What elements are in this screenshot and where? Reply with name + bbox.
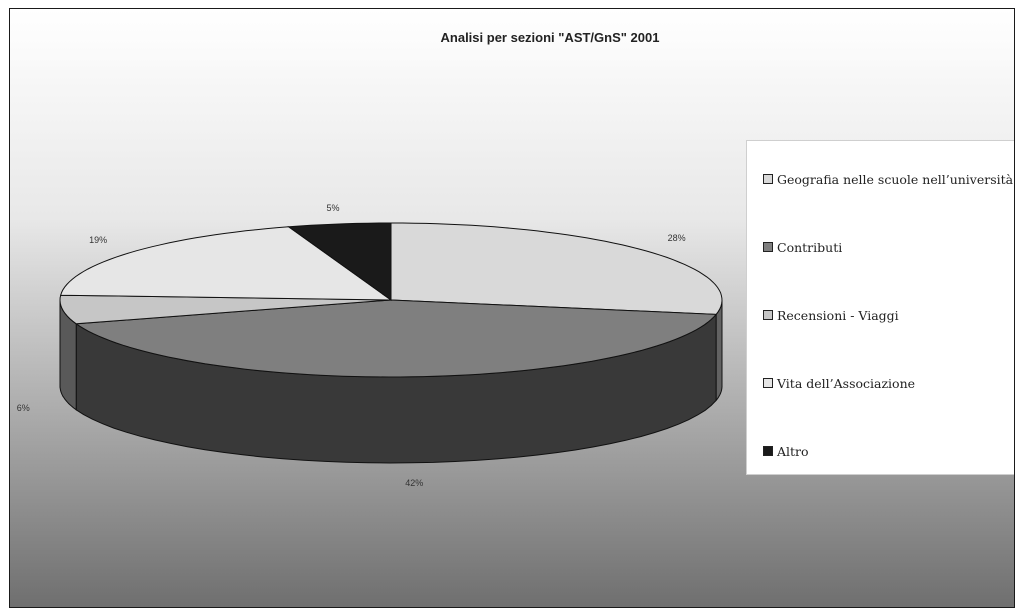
legend-swatch [763,310,773,320]
legend-label: Contributi [777,239,843,255]
pie-slice-0 [390,222,723,315]
pie-value-label-2: 6% [17,403,30,413]
pie-slice-2 [59,294,392,325]
legend-swatch [763,242,773,252]
pie-value-label-1: 42% [405,478,423,488]
legend-label: Recensioni - Viaggi [777,307,899,323]
legend-item-2: Recensioni - Viaggi [763,305,899,325]
legend-label: Geografia nelle scuole nell’università [777,171,1014,187]
chart-legend: Geografia nelle scuole nell’università Co… [746,140,1014,475]
legend-swatch [763,174,773,184]
pie-value-label-3: 19% [89,235,107,245]
legend-label: Vita dell’Associazione [777,375,916,391]
legend-item-4: Altro [763,441,809,461]
pie-value-label-0: 28% [668,233,686,243]
pie-slice-3 [60,226,393,301]
legend-item-0: Geografia nelle scuole nell’università [763,169,1013,189]
pie-slice-4 [287,222,392,301]
chart-title: Analisi per sezioni "AST/GnS" 2001 [440,30,660,45]
legend-item-3: Vita dell’Associazione [763,373,915,393]
legend-item-1: Contributi [763,237,842,257]
chart-frame: Analisi per sezioni "AST/GnS" 2001 28% 42… [9,8,1015,608]
pie-value-label-4: 5% [326,203,339,213]
pie-slice-side-0 [715,300,723,402]
legend-swatch [763,378,773,388]
pie-slice-1 [74,299,718,378]
pie-chart: 28% 42% 6% 19% 5% [17,203,723,488]
legend-swatch [763,446,773,456]
legend-label: Altro [777,443,809,459]
